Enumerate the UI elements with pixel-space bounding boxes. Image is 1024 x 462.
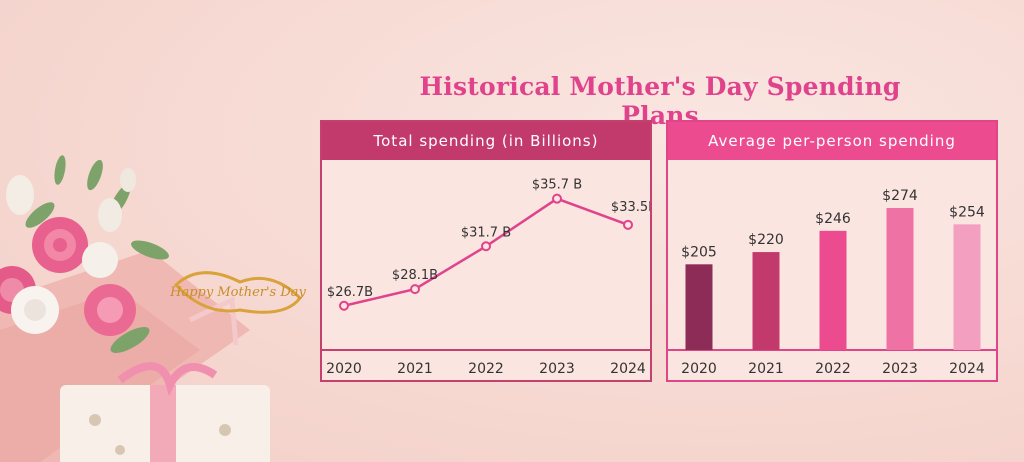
- data-label: $246: [815, 211, 851, 227]
- leaves: [25, 155, 169, 353]
- total-spending-line-chart: $26.7B 2020 $28.1B 2021 $31.7 B 2022 $35.7 B 20…: [322, 178, 650, 377]
- x-tick-label: 2020: [326, 361, 362, 377]
- data-label: $33.5B: [611, 200, 650, 215]
- x-tick-label: 2020: [681, 361, 717, 377]
- bar: [685, 264, 713, 350]
- x-tick-label: 2023: [882, 361, 918, 377]
- bar: [953, 224, 981, 350]
- wrapping-paper-fold: [0, 290, 200, 462]
- data-label: $254: [949, 204, 985, 220]
- data-label: $220: [748, 232, 784, 248]
- data-label: $26.7B: [327, 285, 373, 300]
- roses: [0, 217, 136, 336]
- x-tick-label: 2022: [815, 361, 851, 377]
- x-tick-label: 2023: [539, 361, 575, 377]
- data-point: [410, 284, 420, 295]
- data-label: $31.7 B: [461, 225, 511, 240]
- data-label: $205: [681, 244, 717, 260]
- bar: [886, 208, 914, 350]
- bar: [819, 230, 847, 350]
- gift-box: [60, 362, 270, 462]
- data-label: $274: [882, 188, 918, 204]
- cake-topper: Happy Mother's Day: [169, 271, 307, 346]
- average-spending-panel: Average per-person spending $205 2020 $220…: [666, 120, 998, 382]
- x-tick-label: 2021: [397, 361, 433, 377]
- chart-title: Historical Mother's Day Spending Plans: [419, 72, 901, 130]
- x-tick-label: 2024: [610, 361, 646, 377]
- white-flowers: [6, 168, 136, 334]
- data-label: $35.7 B: [532, 178, 582, 193]
- data-point: [481, 241, 491, 252]
- bouquet-illustration: Happy Mother's Day: [0, 155, 307, 462]
- average-spending-bar-chart: $205 2020 $220 2021 $246 2022 $274 2023 $254 2024: [668, 188, 996, 377]
- x-tick-label: 2024: [949, 361, 985, 377]
- topper-text: Happy Mother's Day: [169, 285, 306, 300]
- bar: [752, 252, 780, 350]
- series-line: [343, 197, 629, 307]
- x-tick-label: 2021: [748, 361, 784, 377]
- data-point: [339, 300, 349, 311]
- data-label: $28.1B: [392, 268, 438, 283]
- data-point: [623, 219, 633, 230]
- total-spending-header: Total spending (in Billions): [322, 122, 650, 160]
- data-point: [552, 193, 562, 204]
- x-tick-label: 2022: [468, 361, 504, 377]
- total-spending-panel: Total spending (in Billions) $26.7B 2020 $…: [320, 120, 652, 382]
- average-spending-header: Average per-person spending: [668, 122, 996, 160]
